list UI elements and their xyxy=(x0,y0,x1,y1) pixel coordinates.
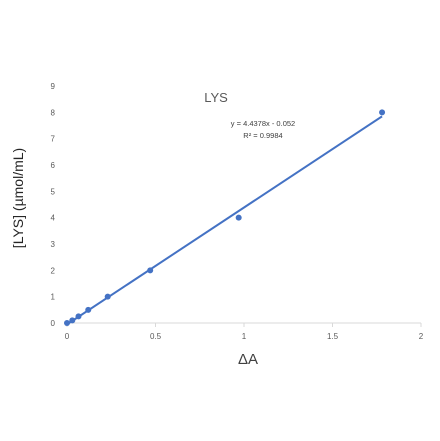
y-tick-label: 0 xyxy=(51,319,56,328)
data-point xyxy=(104,293,111,300)
data-point xyxy=(235,214,242,221)
chart-title: LYS xyxy=(204,90,228,105)
data-point xyxy=(147,267,154,274)
plot-area: 0 0.5 1 1.5 2 0 1 2 3 4 5 6 7 8 9 xyxy=(51,82,424,341)
y-tick-label: 2 xyxy=(51,266,56,275)
y-tick-label: 5 xyxy=(51,187,56,196)
x-tick-label: 1 xyxy=(242,332,247,341)
x-tick-label: 2 xyxy=(419,332,424,341)
y-tick-label: 9 xyxy=(51,82,56,91)
x-tick-label: 0 xyxy=(65,332,70,341)
y-tick-label: 3 xyxy=(51,240,56,249)
y-axis-ticks: 0 1 2 3 4 5 6 7 8 9 xyxy=(51,82,56,328)
data-point xyxy=(379,109,386,116)
y-tick-label: 6 xyxy=(51,161,56,170)
y-tick-label: 4 xyxy=(51,214,56,223)
trendline-equation: y = 4.4378x - 0.052 xyxy=(231,119,295,128)
x-axis-ticks: 0 0.5 1 1.5 2 xyxy=(65,323,424,341)
data-point xyxy=(64,320,70,326)
x-tick-label: 0.5 xyxy=(150,332,162,341)
trendline xyxy=(66,115,383,326)
y-tick-label: 1 xyxy=(51,293,56,302)
data-point xyxy=(69,317,76,324)
r-squared: R² = 0.9984 xyxy=(243,131,282,140)
x-axis-label: ΔA xyxy=(238,351,258,368)
data-point xyxy=(85,306,92,313)
y-tick-label: 7 xyxy=(51,135,56,144)
y-axis-label: [LYS] (µmol/mL) xyxy=(10,148,26,248)
data-point xyxy=(75,313,82,320)
data-points xyxy=(64,109,386,326)
y-tick-label: 8 xyxy=(51,108,56,117)
x-tick-label: 1.5 xyxy=(327,332,339,341)
